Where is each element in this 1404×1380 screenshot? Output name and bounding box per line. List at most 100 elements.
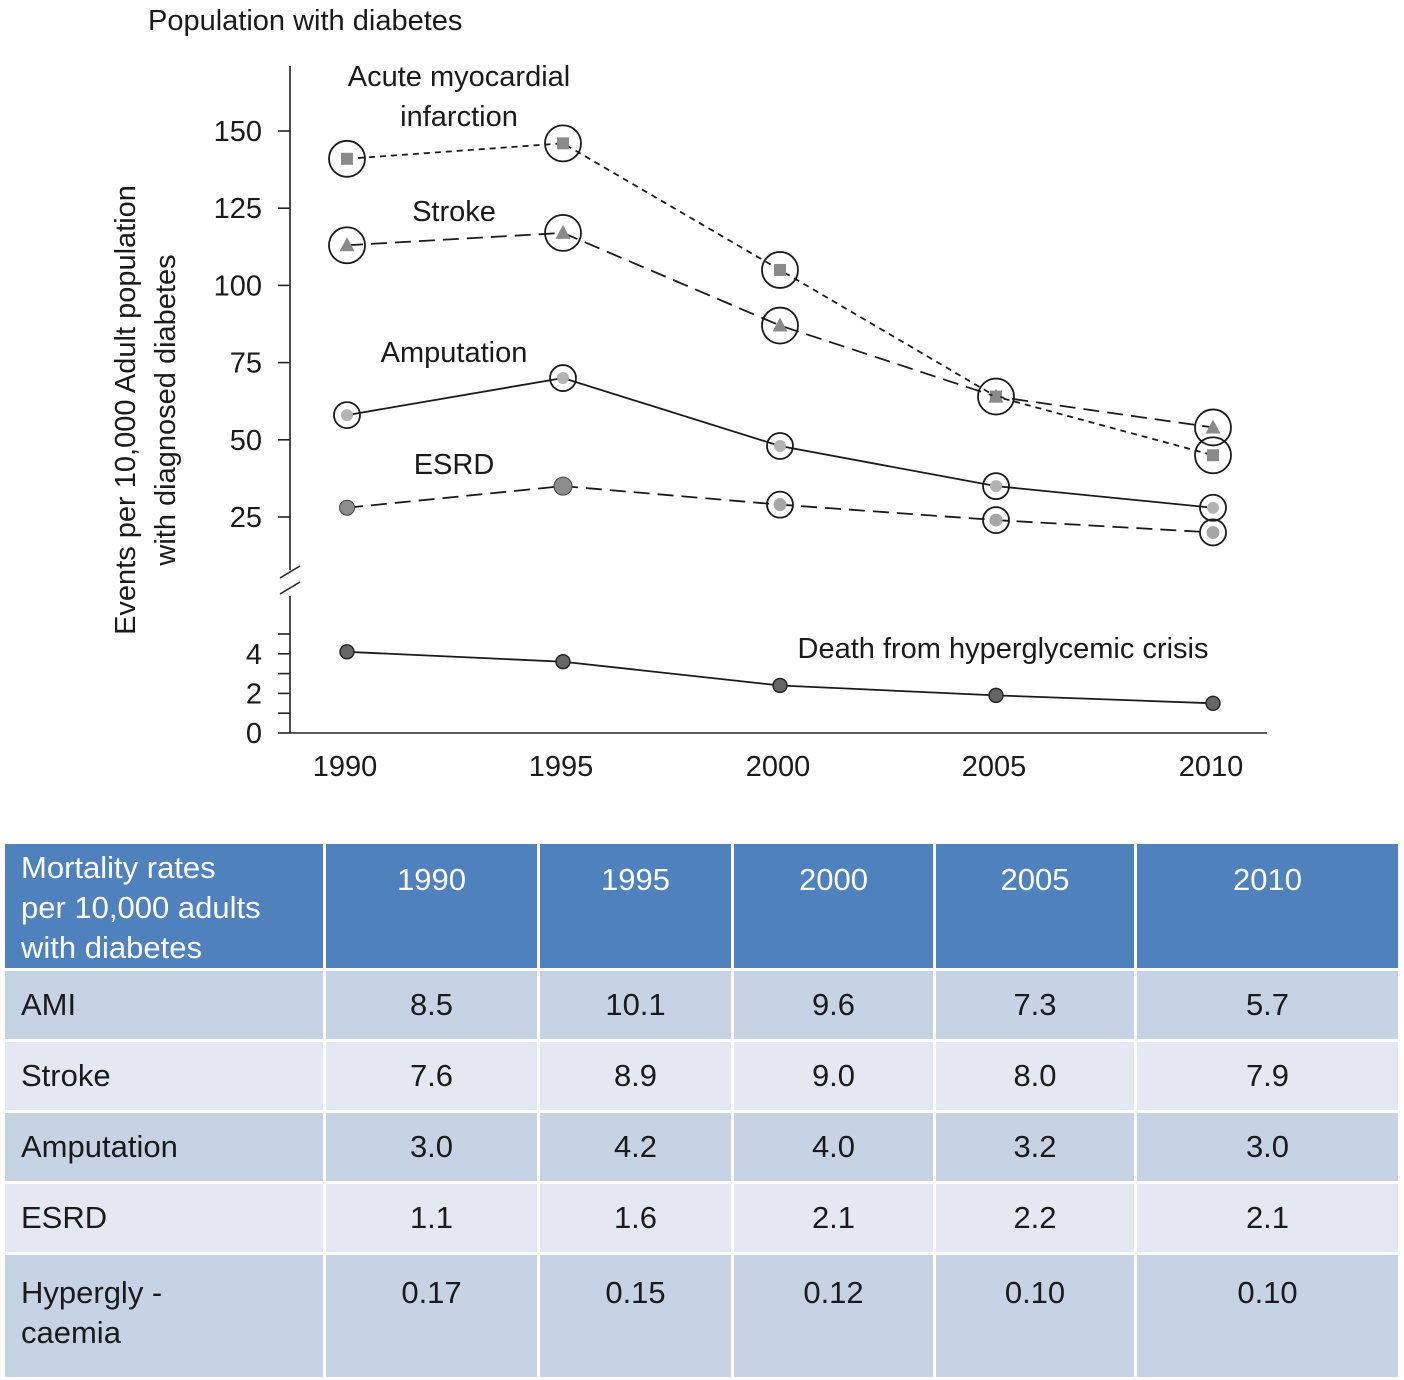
data-point-ring (1199, 518, 1227, 547)
series-line (346, 142, 1214, 457)
table-cell: 0.12 (734, 1255, 933, 1377)
data-point-marker (555, 224, 571, 239)
chart-title: Population with diabetes (148, 5, 462, 37)
data-point-marker (772, 677, 788, 694)
y-tick-label: 50 (230, 425, 262, 457)
data-point-marker (989, 513, 1003, 527)
data-point-ring (544, 214, 582, 252)
table-row: Stroke 7.6 8.9 9.0 8.0 7.9 (5, 1042, 1398, 1110)
table-row-label: Amputation (5, 1113, 323, 1181)
y-axis-label-line: with diagnosed diabetes (150, 254, 182, 566)
table-row-label-line: AMI (21, 987, 77, 1022)
data-point-ring (1194, 436, 1232, 475)
table-header-title-line: Mortality rates (21, 850, 216, 885)
data-point-ring (766, 490, 794, 519)
table-row-label-line: Hypergly - (21, 1275, 163, 1310)
table-row-label-line: caemia (21, 1315, 121, 1350)
y-tick-label: 150 (214, 116, 262, 148)
data-point-ring (549, 364, 577, 392)
table-header-year: 1995 (540, 844, 731, 968)
series-line (346, 231, 1214, 429)
series-label: ESRD (414, 449, 495, 481)
table-header-year: 1990 (326, 844, 537, 968)
table-body: AMI 8.5 10.1 9.6 7.3 5.7 Stroke 7.6 8.9 9.0 8.0 7.9… (5, 971, 1398, 1377)
data-point-marker (557, 137, 569, 150)
table-row-label-line: ESRD (21, 1200, 108, 1235)
data-point-marker (555, 654, 571, 670)
table-cell: 1.6 (540, 1184, 731, 1252)
table-header-year: 2010 (1137, 844, 1398, 968)
table-cell: 2.1 (734, 1184, 933, 1252)
series-label: Amputation (381, 337, 528, 369)
data-point-marker (339, 644, 355, 660)
data-point-marker (772, 317, 788, 332)
data-point-marker (553, 476, 573, 496)
data-point-ring (766, 432, 794, 460)
table-cell: 7.3 (936, 971, 1134, 1039)
table-row-label-line: Amputation (21, 1129, 178, 1164)
table-cell: 2.1 (1137, 1184, 1398, 1252)
x-tick-label: 2005 (962, 751, 1027, 783)
table-header-title-line: per 10,000 adults (21, 890, 261, 925)
data-point-ring (982, 506, 1010, 534)
y-tick-label: 75 (230, 348, 262, 380)
table-header-year: 2000 (734, 844, 933, 968)
table-cell: 3.0 (326, 1113, 537, 1181)
y-axis-label: Events per 10,000 Adult population with d… (110, 185, 182, 635)
axis-break-mark (279, 581, 301, 595)
table-row-label: ESRD (5, 1184, 323, 1252)
y-tick-label: 125 (214, 193, 262, 225)
table-row: Amputation 3.0 4.2 4.0 3.2 3.0 (5, 1113, 1398, 1181)
table-row: ESRD 1.1 1.6 2.1 2.2 2.1 (5, 1184, 1398, 1252)
data-point-marker (1207, 449, 1219, 462)
table-row-label: AMI (5, 971, 323, 1039)
data-point-marker (341, 152, 353, 165)
table-cell: 9.6 (734, 971, 933, 1039)
data-point-marker (1205, 695, 1221, 711)
table-row-label: Stroke (5, 1042, 323, 1110)
table-header-title-line: with diabetes (21, 930, 202, 965)
series-label: Death from hyperglycemic crisis (798, 633, 1209, 665)
data-point-ring (328, 139, 366, 178)
table-row: AMI 8.5 10.1 9.6 7.3 5.7 (5, 971, 1398, 1039)
table-cell: 8.9 (540, 1042, 731, 1110)
table-cell: 7.6 (326, 1042, 537, 1110)
mortality-table: Mortality rates per 10,000 adults with dia… (2, 841, 1401, 1380)
table-cell: 8.5 (326, 971, 537, 1039)
data-point-ring (761, 306, 799, 345)
data-point-marker (1205, 419, 1221, 434)
table-header-year: 2005 (936, 844, 1134, 968)
data-point-ring (328, 226, 366, 265)
data-point-marker (774, 439, 786, 452)
table-header: Mortality rates per 10,000 adults with dia… (5, 844, 1398, 968)
data-point-ring (1199, 493, 1227, 522)
table-cell: 10.1 (540, 971, 731, 1039)
y-axis-label-line: Events per 10,000 Adult population (110, 185, 142, 635)
data-point-ring (333, 401, 361, 429)
table-cell: 0.15 (540, 1255, 731, 1377)
data-point-ring (761, 251, 799, 289)
table-cell: 4.2 (540, 1113, 731, 1181)
line-chart: Population with diabetes Events per 10,00… (110, 5, 1267, 783)
data-point-marker (988, 687, 1004, 704)
y-tick-label: 4 (246, 639, 262, 671)
table-cell: 3.0 (1137, 1113, 1398, 1181)
data-point-marker (773, 498, 787, 512)
table-cell: 8.0 (936, 1042, 1134, 1110)
x-tick-label: 1995 (529, 751, 594, 783)
data-point-ring (544, 124, 582, 163)
data-point-marker (339, 499, 355, 516)
series-label: infarction (400, 101, 518, 133)
data-point-marker (1207, 501, 1219, 514)
x-tick-label: 1990 (313, 751, 378, 783)
series-label: Acute myocardial (348, 61, 570, 93)
x-tick-label: 2000 (746, 751, 811, 783)
y-tick-label: 100 (214, 270, 262, 302)
y-tick-label: 2 (246, 678, 262, 710)
table-cell: 0.10 (1137, 1255, 1398, 1377)
x-tick-label: 2010 (1179, 751, 1244, 783)
table-cell: 3.2 (936, 1113, 1134, 1181)
table-cell: 1.1 (326, 1184, 537, 1252)
data-point-marker (988, 388, 1004, 403)
table-row-label: Hypergly - caemia (5, 1255, 323, 1377)
